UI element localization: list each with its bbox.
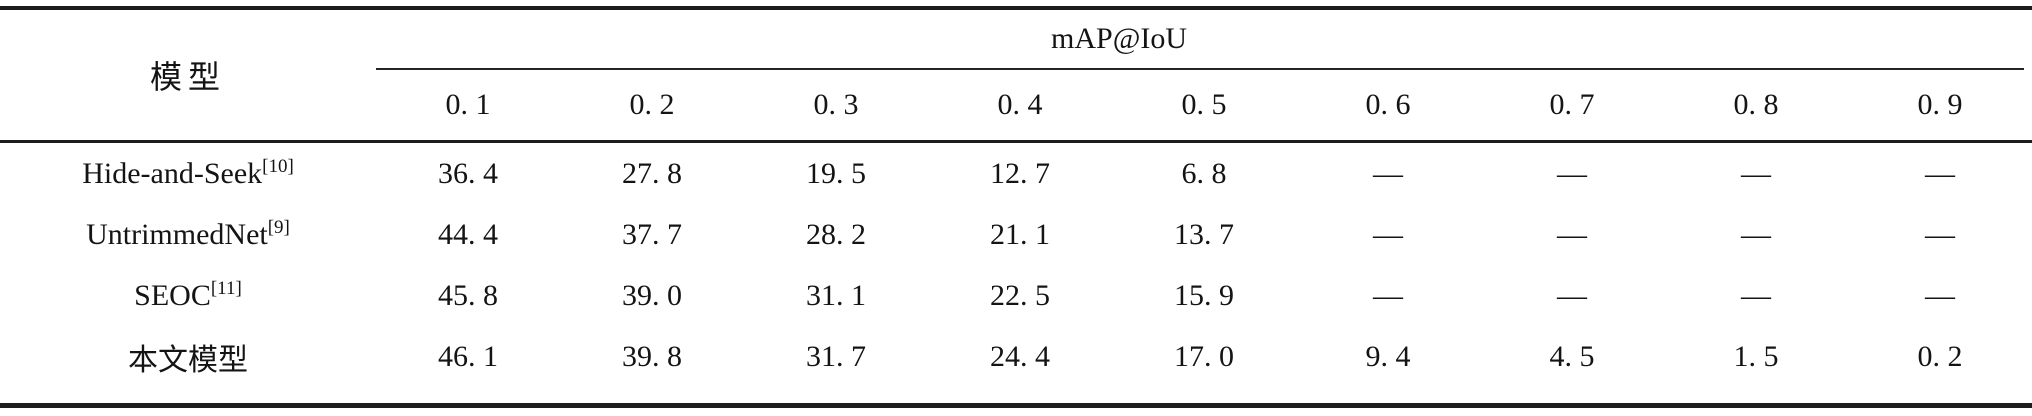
model-name-cell: Hide-and-Seek[10]	[0, 157, 376, 191]
table-row-untrimmednet: UntrimmedNet[9] 44. 4 37. 7 28. 2 21. 1 …	[0, 204, 2032, 265]
map-value-cell: 1. 5	[1733, 339, 1779, 373]
iou-threshold-label-04: 0. 4	[997, 88, 1043, 121]
map-value-cell: 37. 7	[622, 217, 682, 251]
map-value-cell: 13. 7	[1174, 217, 1234, 251]
map-value-cell: 36. 4	[438, 156, 498, 190]
map-value-cell: 17. 0	[1174, 339, 1234, 373]
map-value-cell: —	[1741, 278, 1771, 312]
map-value-cell: —	[1741, 156, 1771, 190]
iou-threshold-label-05: 0. 5	[1181, 88, 1227, 121]
map-value-cell: —	[1741, 217, 1771, 251]
map-value-cell: —	[1373, 217, 1403, 251]
map-value-cell: 39. 8	[622, 339, 682, 373]
map-value-cell: 46. 1	[438, 339, 498, 373]
table-body: Hide-and-Seek[10] 36. 4 27. 8 19. 5 12. …	[0, 143, 2032, 403]
map-value-cell: —	[1925, 278, 1955, 312]
model-column-header: 模型	[149, 59, 226, 95]
table-row-hide-and-seek: Hide-and-Seek[10] 36. 4 27. 8 19. 5 12. …	[0, 143, 2032, 204]
citation-ref: [11]	[210, 277, 242, 299]
iou-threshold-label-06: 0. 6	[1365, 88, 1411, 121]
map-iou-group-header: mAP@IoU	[1051, 22, 1187, 55]
table-top-rule	[0, 6, 2032, 10]
citation-ref: [9]	[267, 216, 290, 238]
map-value-cell: —	[1557, 156, 1587, 190]
map-value-cell: —	[1373, 156, 1403, 190]
iou-threshold-label-07: 0. 7	[1549, 88, 1595, 121]
model-name: 本文模型	[128, 343, 248, 377]
model-name: Hide-and-Seek	[82, 156, 263, 190]
map-iou-group: mAP@IoU 0. 1 0. 2 0. 3 0. 4 0. 5 0. 6 0.…	[376, 10, 2032, 140]
iou-threshold-row: 0. 1 0. 2 0. 3 0. 4 0. 5 0. 6 0. 7 0. 8 …	[376, 70, 2032, 140]
map-value-cell: 0. 2	[1917, 339, 1963, 373]
model-name: SEOC	[134, 278, 211, 312]
map-value-cell: 22. 5	[990, 278, 1050, 312]
map-value-cell: 6. 8	[1181, 156, 1227, 190]
map-value-cell: 21. 1	[990, 217, 1050, 251]
map-value-cell: 45. 8	[438, 278, 498, 312]
map-value-cell: 31. 1	[806, 278, 866, 312]
map-value-cell: 19. 5	[806, 156, 866, 190]
group-header-rule	[376, 68, 2024, 70]
map-value-cell: 31. 7	[806, 339, 866, 373]
table-bottom-rule	[0, 403, 2032, 408]
iou-threshold-label-09: 0. 9	[1917, 88, 1963, 121]
table-row-ours: 本文模型 46. 1 39. 8 31. 7 24. 4 17. 0 9. 4 …	[0, 326, 2032, 387]
table-row-seoc: SEOC[11] 45. 8 39. 0 31. 1 22. 5 15. 9 —…	[0, 265, 2032, 326]
iou-threshold-label-02: 0. 2	[629, 88, 675, 121]
table-header: 模型 mAP@IoU 0. 1 0. 2 0. 3 0. 4 0. 5 0. 6…	[0, 10, 2032, 140]
map-value-cell: 15. 9	[1174, 278, 1234, 312]
map-value-cell: 39. 0	[622, 278, 682, 312]
model-name-cell: 本文模型	[0, 335, 376, 379]
iou-threshold-label-08: 0. 8	[1733, 88, 1779, 121]
map-value-cell: —	[1557, 217, 1587, 251]
map-value-cell: 24. 4	[990, 339, 1050, 373]
map-value-cell: 9. 4	[1365, 339, 1411, 373]
model-name-cell: SEOC[11]	[0, 279, 376, 313]
map-value-cell: —	[1557, 278, 1587, 312]
map-value-cell: —	[1373, 278, 1403, 312]
model-name-cell: UntrimmedNet[9]	[0, 218, 376, 252]
map-value-cell: 28. 2	[806, 217, 866, 251]
iou-threshold-label-01: 0. 1	[445, 88, 491, 121]
map-value-cell: —	[1925, 217, 1955, 251]
header-body-rule	[0, 140, 2032, 143]
citation-ref: [10]	[262, 155, 294, 177]
iou-threshold-label-03: 0. 3	[813, 88, 859, 121]
map-value-cell: 12. 7	[990, 156, 1050, 190]
map-value-cell: 27. 8	[622, 156, 682, 190]
model-name: UntrimmedNet	[86, 217, 268, 251]
map-value-cell: 44. 4	[438, 217, 498, 251]
map-value-cell: —	[1925, 156, 1955, 190]
map-value-cell: 4. 5	[1549, 339, 1595, 373]
